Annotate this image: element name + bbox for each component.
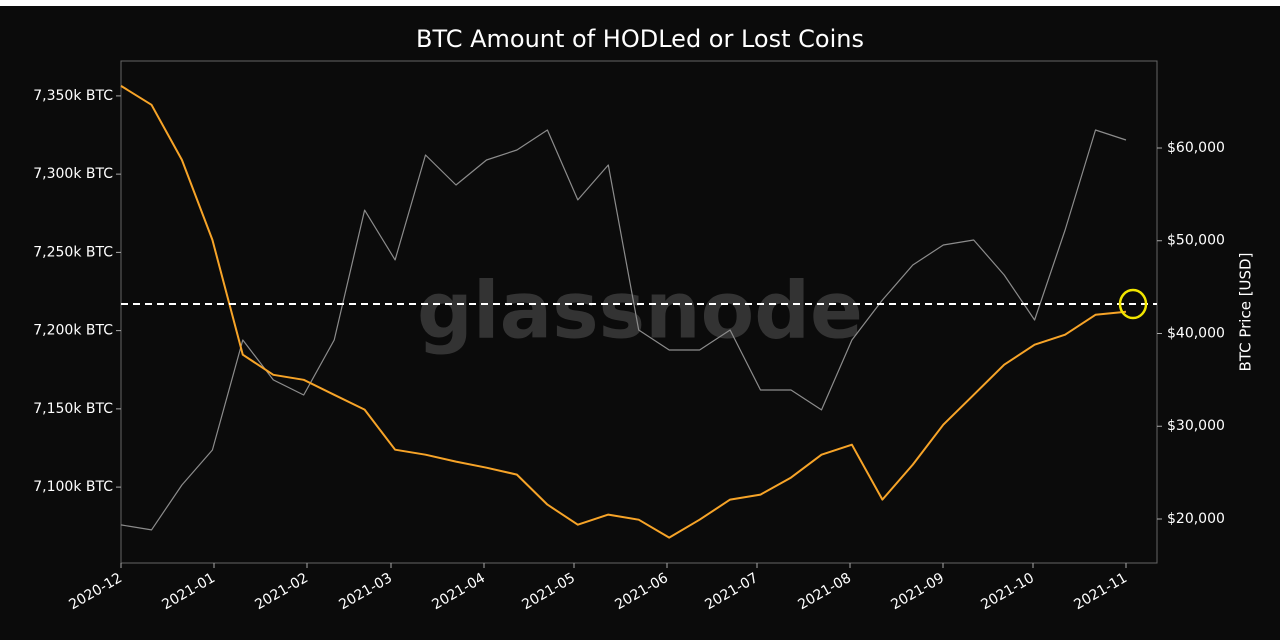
plot-frame [120,60,1158,564]
watermark: glassnode [417,266,863,356]
series-line [120,85,1127,539]
y-tick-label: 7,250k BTC [33,244,113,260]
y-tick-label: 7,150k BTC [33,401,113,417]
highlight-circle [1118,288,1148,320]
panel [0,6,1280,640]
y-tick-label: 7,350k BTC [33,88,113,104]
y-tick-label: 7,300k BTC [33,166,113,182]
y2-tick-label: $60,000 [1167,140,1225,156]
chart-title: BTC Amount of HODLed or Lost Coins [416,25,864,53]
y2-tick-label: $20,000 [1167,511,1225,527]
series-line [120,129,1127,531]
y2-tick-label: $50,000 [1167,233,1225,249]
y-tick-label: 7,100k BTC [33,479,113,495]
y2-tick-label: $30,000 [1167,418,1225,434]
top-strip [0,0,1280,6]
y-tick-label: 7,200k BTC [33,323,113,339]
y2-axis-label: BTC Price [USD] [1237,253,1255,372]
y2-tick-label: $40,000 [1167,325,1225,341]
